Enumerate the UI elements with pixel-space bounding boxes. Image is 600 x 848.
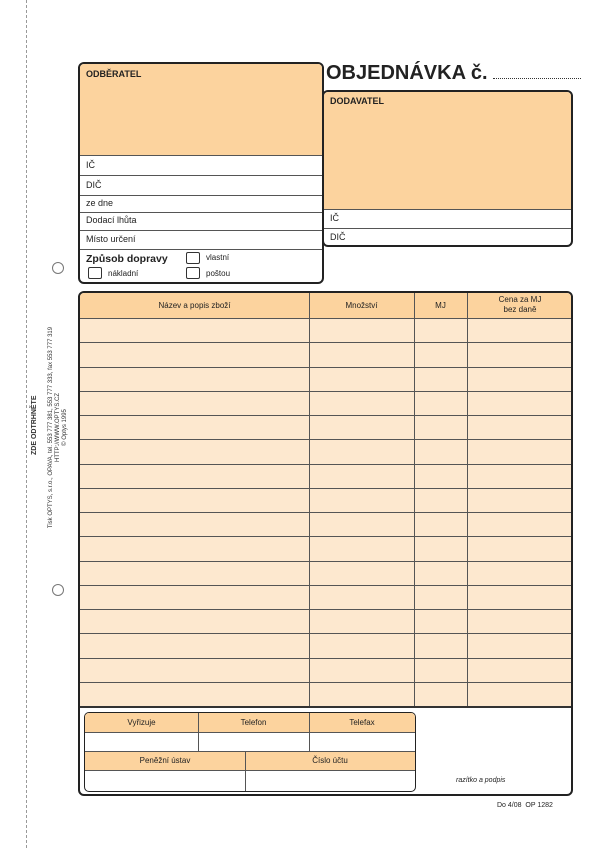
page-title: OBJEDNÁVKA č. — [326, 62, 582, 85]
bank-header: Peněžní ústav — [139, 756, 191, 765]
option-post-label: poštou — [206, 269, 231, 278]
stamp-signature-label: razítko a podpis — [456, 777, 506, 784]
supplier-ic-label: IČ — [330, 213, 339, 223]
col-qty-header: Množství — [345, 301, 378, 310]
col-price-header: Cena za MJ bez daně — [467, 295, 571, 315]
delivery-term-label: Dodací lhůta — [86, 215, 137, 225]
phone-header: Telefon — [240, 718, 267, 727]
table-row[interactable] — [80, 609, 571, 610]
form-code: Do 4/08 OP 1282 — [497, 802, 553, 809]
fax-header: Telefax — [349, 718, 375, 727]
table-row[interactable] — [80, 560, 571, 562]
option-freight-label: nákladní — [108, 269, 139, 278]
fax-field[interactable] — [310, 733, 415, 751]
printer-url: HTTP://WWW.OPTYS.CZ — [55, 393, 61, 462]
buyer-box: ODBĚRATEL IČ DIČ ze dne Dodací lhůta Mís… — [78, 62, 324, 284]
table-row[interactable] — [80, 439, 571, 441]
table-row[interactable] — [80, 536, 571, 538]
contact-box: Vyřizuje Telefon Telefax Peněžní ústav Č… — [84, 712, 416, 792]
table-row[interactable] — [80, 366, 571, 368]
table-row[interactable] — [80, 390, 571, 392]
col-name-header: Název a popis zboží — [158, 301, 231, 310]
table-row[interactable] — [80, 657, 571, 659]
supplier-box: DODAVATEL IČ DIČ — [322, 90, 573, 247]
tear-line — [26, 0, 27, 848]
bank-field[interactable] — [85, 771, 245, 791]
col-unit-header: MJ — [435, 301, 446, 310]
handled-by-header: Vyřizuje — [127, 718, 156, 727]
buyer-ic-label: IČ — [86, 160, 95, 170]
items-table: Název a popis zboží Množství MJ Cena za … — [78, 291, 573, 796]
supplier-heading: DODAVATEL — [330, 96, 384, 106]
table-row[interactable] — [80, 487, 571, 489]
table-row[interactable] — [80, 342, 571, 344]
table-row[interactable] — [80, 584, 571, 586]
date-label: ze dne — [86, 198, 114, 208]
printer-copyright: © Optys 1995 — [62, 409, 68, 446]
table-row[interactable] — [80, 681, 571, 683]
printer-line: Tisk OPTYS, s.r.o., OPAVA, tel. 553 777 … — [48, 326, 54, 529]
table-header — [80, 293, 571, 318]
supplier-address-area[interactable] — [324, 92, 571, 209]
table-row[interactable] — [80, 318, 571, 319]
table-row[interactable] — [80, 463, 571, 465]
table-row[interactable] — [80, 512, 571, 513]
handled-by-field[interactable] — [85, 733, 198, 751]
price-header-line1: Cena za MJ — [498, 295, 542, 304]
punch-hole — [52, 262, 64, 274]
printer-info: Tisk OPTYS, s.r.o., OPAVA, tel. 553 777 … — [48, 300, 69, 555]
title-text: OBJEDNÁVKA č. — [326, 62, 488, 84]
table-row[interactable] — [80, 415, 571, 416]
order-number-field[interactable] — [493, 78, 582, 79]
checkbox-freight[interactable] — [88, 267, 102, 279]
buyer-address-area[interactable] — [80, 64, 322, 155]
phone-field[interactable] — [199, 733, 309, 751]
account-number-header: Číslo účtu — [312, 756, 348, 765]
checkbox-own[interactable] — [186, 252, 200, 264]
buyer-dic-label: DIČ — [86, 180, 102, 190]
transport-heading: Způsob dopravy — [86, 253, 168, 265]
punch-hole — [52, 584, 64, 596]
price-header-line2: bez daně — [503, 305, 537, 314]
option-own-label: vlastní — [206, 253, 230, 262]
checkbox-post[interactable] — [186, 267, 200, 279]
account-number-field[interactable] — [246, 771, 415, 791]
tear-label: ZDE ODTRHNĚTE — [31, 395, 38, 456]
table-row[interactable] — [80, 633, 571, 635]
supplier-dic-label: DIČ — [330, 232, 346, 242]
buyer-heading: ODBĚRATEL — [86, 69, 142, 79]
destination-label: Místo určení — [86, 234, 136, 244]
